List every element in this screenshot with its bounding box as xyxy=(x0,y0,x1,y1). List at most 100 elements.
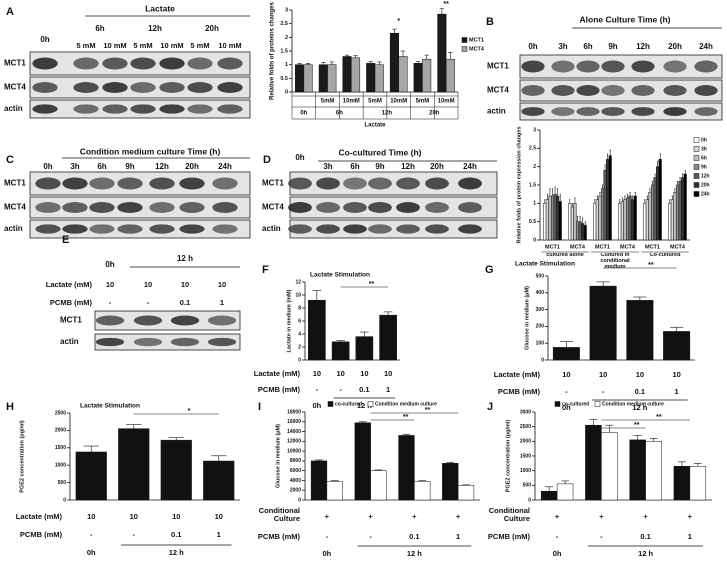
bar xyxy=(689,466,707,501)
time-label: 9h xyxy=(608,42,617,51)
condition-label: PCMB (mM) xyxy=(498,387,541,396)
condition-label: Lactate (mM) xyxy=(16,512,63,521)
condition-value: 10 xyxy=(599,370,607,379)
condition-value: 0.1 xyxy=(409,532,419,541)
blot-band xyxy=(130,82,156,93)
bar xyxy=(398,435,415,501)
y-tick-label: 10 xyxy=(295,292,301,298)
blot-band xyxy=(694,107,718,116)
bar xyxy=(683,173,687,241)
panel-letter: D xyxy=(263,154,271,166)
blot-band xyxy=(425,177,449,190)
y-axis-label: Relative folds of proteins changes xyxy=(270,1,276,99)
group-label: 6h xyxy=(336,111,343,117)
bar xyxy=(354,422,371,501)
blot-row-label: MCT4 xyxy=(487,86,509,95)
blot-band xyxy=(663,85,687,96)
bar xyxy=(303,64,313,93)
blot-band xyxy=(425,224,449,234)
blot-band xyxy=(601,107,625,116)
annotation: * xyxy=(397,18,400,25)
y-axis-label: Glucose in medium (μM) xyxy=(524,286,530,350)
blot-band xyxy=(32,57,58,70)
time-label: 3h xyxy=(70,162,79,171)
bar xyxy=(603,170,607,241)
bar xyxy=(600,188,605,241)
blot-header: Lactate xyxy=(145,3,175,13)
condition-value: 0.1 xyxy=(171,530,181,539)
y-tick-label: 0.5 xyxy=(529,219,536,225)
blot-band xyxy=(187,82,213,93)
legend-label: Condition medium culture xyxy=(375,401,437,407)
time-label: 20h xyxy=(668,42,682,51)
blot-band xyxy=(179,224,205,234)
condition-label: Lactate (mM) xyxy=(46,280,93,289)
condition-value: 0.1 xyxy=(640,532,650,541)
bar xyxy=(668,203,672,241)
bar xyxy=(366,63,376,93)
condition-value: 10 xyxy=(106,280,114,289)
legend-swatch xyxy=(693,173,700,179)
bar xyxy=(553,193,557,241)
blot-band xyxy=(631,107,655,116)
chart-title: Lactate Stimulation xyxy=(515,261,575,268)
legend-swatch xyxy=(461,46,468,52)
blot-band xyxy=(396,202,420,213)
blot-band xyxy=(179,202,205,213)
blot-band xyxy=(601,85,625,96)
bar xyxy=(595,199,599,241)
condition-value: 10 xyxy=(130,512,138,521)
y-tick-label: 1 xyxy=(533,201,536,207)
legend-label: MCT4 xyxy=(469,46,485,52)
legend-label: 3h xyxy=(701,146,707,152)
blot-band xyxy=(130,57,156,70)
condition-value: 10 xyxy=(181,280,189,289)
blot-header: Condition medium culture Time (h) xyxy=(80,146,221,156)
panel-letter: E xyxy=(62,234,69,246)
x-tick-label: 5mM xyxy=(321,99,335,105)
legend-swatch xyxy=(367,401,374,407)
y-tick-label: 2 xyxy=(533,164,536,170)
blot-row-label: MCT4 xyxy=(262,203,284,212)
bar xyxy=(318,64,328,93)
legend-label: 9h xyxy=(701,164,707,170)
legend-swatch xyxy=(327,401,334,407)
blot-band xyxy=(89,224,115,234)
dose-label: 10 mM xyxy=(103,41,126,50)
blot-strip xyxy=(94,333,241,351)
condition-value: 10 xyxy=(313,369,321,378)
blot-band xyxy=(217,57,243,70)
x-tick-label: MCT4 xyxy=(670,244,686,250)
condition-value: + xyxy=(643,512,648,521)
blot-band xyxy=(212,224,238,234)
bar xyxy=(552,347,580,361)
y-tick-label: 500 xyxy=(58,480,67,486)
legend-label: co-cultured xyxy=(562,401,589,407)
blot-band xyxy=(35,224,61,234)
time-label: 0h xyxy=(295,153,304,162)
y-tick-label: 8 xyxy=(298,305,301,311)
bar xyxy=(160,439,192,501)
time-label: 3h xyxy=(323,162,332,171)
blot-band xyxy=(89,202,115,213)
y-tick-label: 12000 xyxy=(287,439,301,445)
bar xyxy=(370,470,387,501)
y-tick-label: 3 xyxy=(285,7,288,13)
bar xyxy=(437,13,447,93)
group-label: Cultured in conditional medium xyxy=(600,253,629,269)
group-label: 0h xyxy=(87,548,96,557)
group-label: 12 h xyxy=(638,549,653,558)
bar xyxy=(618,203,622,241)
blot-band xyxy=(149,177,175,190)
condition-value: + xyxy=(555,512,560,521)
bar xyxy=(673,192,677,241)
condition-value: 10 xyxy=(215,512,223,521)
condition-value: 10 xyxy=(336,369,344,378)
time-label: 24h xyxy=(699,42,713,51)
blot-band xyxy=(95,337,125,347)
group-label: 0h xyxy=(300,111,307,117)
bar xyxy=(295,64,305,93)
y-tick-label: 12 xyxy=(295,279,301,285)
condition-value: + xyxy=(368,512,373,521)
bar xyxy=(631,199,635,241)
